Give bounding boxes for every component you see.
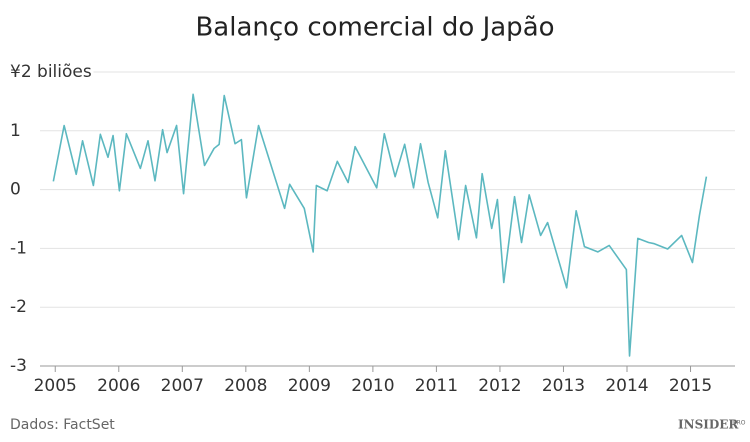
source: Dados: FactSet — [10, 417, 115, 433]
y-tick-label: -3 — [10, 356, 27, 376]
x-tick-label: 2006 — [97, 376, 140, 396]
x-tick-label: 2009 — [288, 376, 331, 396]
x-tick-label: 2012 — [478, 376, 521, 396]
x-tick-label: 2010 — [351, 376, 394, 396]
x-tick-label: 2014 — [605, 376, 648, 396]
y-tick-label: ¥2 biliões — [10, 62, 92, 82]
y-tick-label: 0 — [10, 180, 21, 200]
logo-suffix: PRO — [733, 420, 746, 427]
x-tick-label: 2015 — [669, 376, 712, 396]
x-tick-label: 2013 — [542, 376, 585, 396]
y-tick-label: -1 — [10, 238, 27, 258]
x-tick-label: 2008 — [224, 376, 267, 396]
x-tick-label: 2007 — [161, 376, 204, 396]
logo: INSIDER — [678, 418, 739, 432]
data-line — [52, 93, 708, 357]
x-tick-label: 2005 — [34, 376, 77, 396]
chart-title: Balanço comercial do Japão — [195, 13, 554, 43]
y-tick-label: 1 — [10, 121, 21, 141]
y-tick-label: -2 — [10, 297, 27, 317]
x-tick-label: 2011 — [415, 376, 458, 396]
